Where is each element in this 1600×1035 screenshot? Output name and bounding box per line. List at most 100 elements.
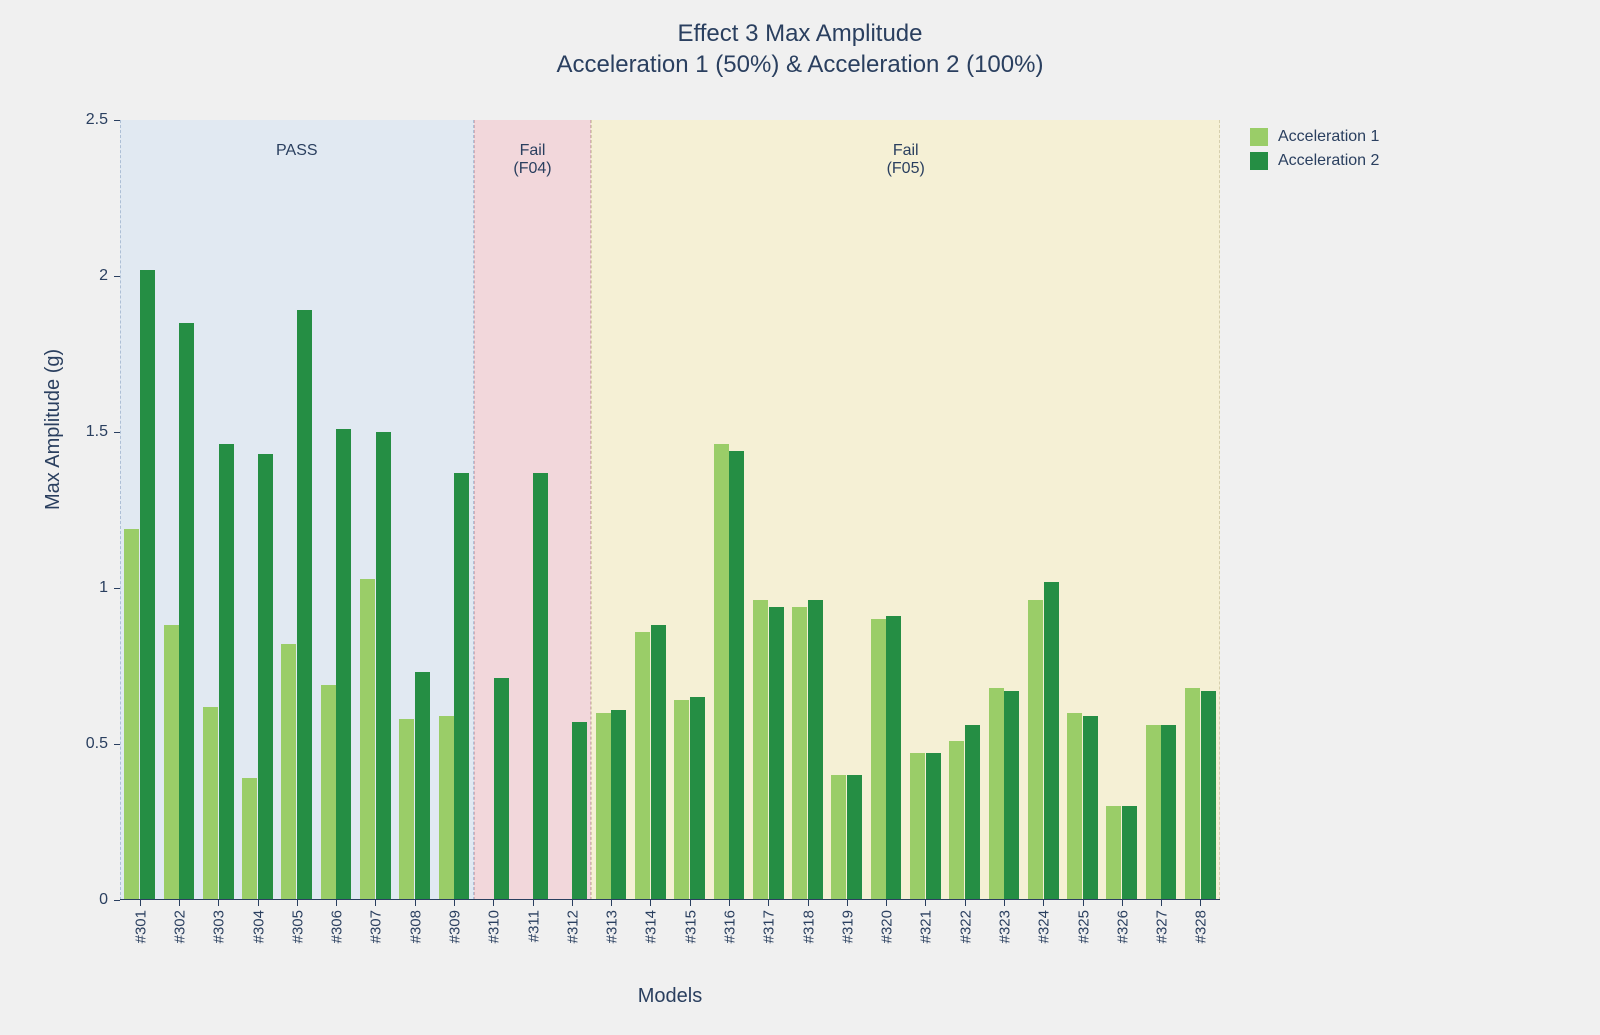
bar (336, 429, 351, 900)
x-tick-label: #304 (250, 900, 267, 943)
bar (399, 719, 414, 900)
bar (729, 451, 744, 900)
x-tick-label: #306 (329, 900, 346, 943)
legend-swatch (1250, 128, 1268, 146)
bar (164, 625, 179, 900)
x-tick-label: #313 (604, 900, 621, 943)
bar (965, 725, 980, 900)
bar (1004, 691, 1019, 900)
x-tick-label: #303 (211, 900, 228, 943)
legend: Acceleration 1 Acceleration 2 (1250, 128, 1379, 176)
bar (572, 722, 587, 900)
bar (808, 600, 823, 900)
x-tick-label: #316 (721, 900, 738, 943)
bar (494, 678, 509, 900)
bar (1044, 582, 1059, 900)
bar (1161, 725, 1176, 900)
x-tick-label: #311 (525, 900, 542, 942)
chart-title-line1: Effect 3 Max Amplitude (0, 18, 1600, 49)
bar (831, 775, 846, 900)
x-tick-label: #301 (132, 900, 149, 943)
x-tick-label: #309 (446, 900, 463, 943)
bar (281, 644, 296, 900)
chart-title: Effect 3 Max Amplitude Acceleration 1 (5… (0, 18, 1600, 80)
bar (886, 616, 901, 900)
bar (533, 473, 548, 900)
bar (454, 473, 469, 900)
bar (847, 775, 862, 900)
x-tick-label: #322 (957, 900, 974, 943)
legend-label: Acceleration 1 (1278, 128, 1379, 146)
bar (910, 753, 925, 900)
y-tick-label: 0 (99, 891, 120, 909)
legend-label: Acceleration 2 (1278, 152, 1379, 170)
y-tick-label: 0.5 (86, 735, 120, 753)
bar (1028, 600, 1043, 900)
legend-item[interactable]: Acceleration 2 (1250, 152, 1379, 170)
legend-item[interactable]: Acceleration 1 (1250, 128, 1379, 146)
bar (258, 454, 273, 900)
x-tick-label: #305 (289, 900, 306, 943)
bar (611, 710, 626, 900)
bar (926, 753, 941, 900)
x-tick-label: #320 (879, 900, 896, 943)
bar (1146, 725, 1161, 900)
y-tick-label: 1 (99, 579, 120, 597)
x-tick-label: #326 (1114, 900, 1131, 943)
chart-container: Effect 3 Max Amplitude Acceleration 1 (5… (0, 0, 1600, 1035)
region-label: Fail (F04) (474, 142, 592, 178)
x-tick-label: #327 (1154, 900, 1171, 943)
bar (635, 632, 650, 900)
bar (989, 688, 1004, 900)
bar (674, 700, 689, 900)
x-tick-label: #328 (1193, 900, 1210, 943)
bar (1185, 688, 1200, 900)
region-label: PASS (120, 142, 474, 160)
x-tick-label: #308 (407, 900, 424, 943)
bar (140, 270, 155, 900)
x-tick-label: #323 (996, 900, 1013, 943)
x-tick-label: #312 (564, 900, 581, 943)
x-tick-label: #318 (800, 900, 817, 943)
y-axis-title: Max Amplitude (g) (42, 349, 65, 510)
bar (297, 310, 312, 900)
bar (792, 607, 807, 900)
x-tick-label: #321 (918, 900, 935, 943)
bar (871, 619, 886, 900)
y-tick-label: 2 (99, 267, 120, 285)
bar (690, 697, 705, 900)
bar (1067, 713, 1082, 900)
chart-title-line2: Acceleration 1 (50%) & Acceleration 2 (1… (0, 49, 1600, 80)
x-tick-label: #310 (486, 900, 503, 943)
bar (360, 579, 375, 900)
bar (242, 778, 257, 900)
x-tick-label: #307 (368, 900, 385, 943)
bar (1201, 691, 1216, 900)
bar (376, 432, 391, 900)
bar (321, 685, 336, 900)
bar (769, 607, 784, 900)
bar (1122, 806, 1137, 900)
bar (219, 444, 234, 900)
bar (439, 716, 454, 900)
bar (179, 323, 194, 900)
bar (714, 444, 729, 900)
x-tick-label: #325 (1075, 900, 1092, 943)
y-tick-label: 2.5 (86, 111, 120, 129)
bar (949, 741, 964, 900)
plot-area: PASSFail (F04)Fail (F05)00.511.522.5#301… (120, 120, 1220, 900)
x-tick-label: #317 (761, 900, 778, 943)
bar (1106, 806, 1121, 900)
x-tick-label: #324 (1036, 900, 1053, 943)
bar (753, 600, 768, 900)
bar (415, 672, 430, 900)
bar (651, 625, 666, 900)
legend-swatch (1250, 152, 1268, 170)
y-tick-label: 1.5 (86, 423, 120, 441)
bar (1083, 716, 1098, 900)
x-axis-line (120, 899, 1220, 900)
bar (124, 529, 139, 900)
x-tick-label: #314 (643, 900, 660, 943)
x-tick-label: #302 (171, 900, 188, 943)
x-tick-label: #319 (839, 900, 856, 943)
